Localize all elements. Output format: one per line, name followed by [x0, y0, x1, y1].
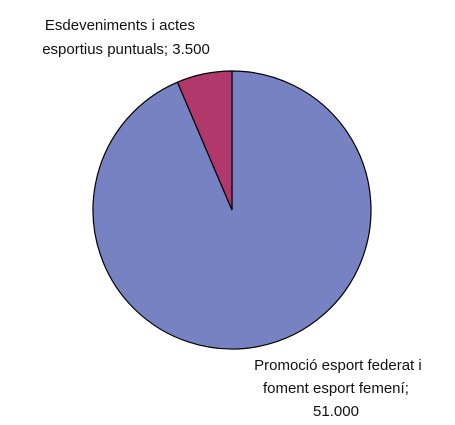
slice-label-promocio: Promoció esport federat i foment esport … — [254, 357, 426, 420]
slice-label-promocio-line-1: Promoció esport federat i — [254, 357, 422, 374]
pie-slices — [92, 70, 372, 350]
slice-label-esdeveniments-line-2: esportius puntuals; 3.500 — [42, 41, 210, 58]
slice-label-promocio-line-2: foment esport femení; — [263, 380, 409, 397]
slice-label-promocio-line-3: 51.000 — [313, 403, 359, 420]
slice-label-esdeveniments-line-1: Esdeveniments i actes — [45, 17, 195, 34]
pie-slice-esdeveniments — [176, 70, 233, 211]
slice-label-esdeveniments: Esdeveniments i actes esportius puntuals… — [42, 17, 210, 58]
